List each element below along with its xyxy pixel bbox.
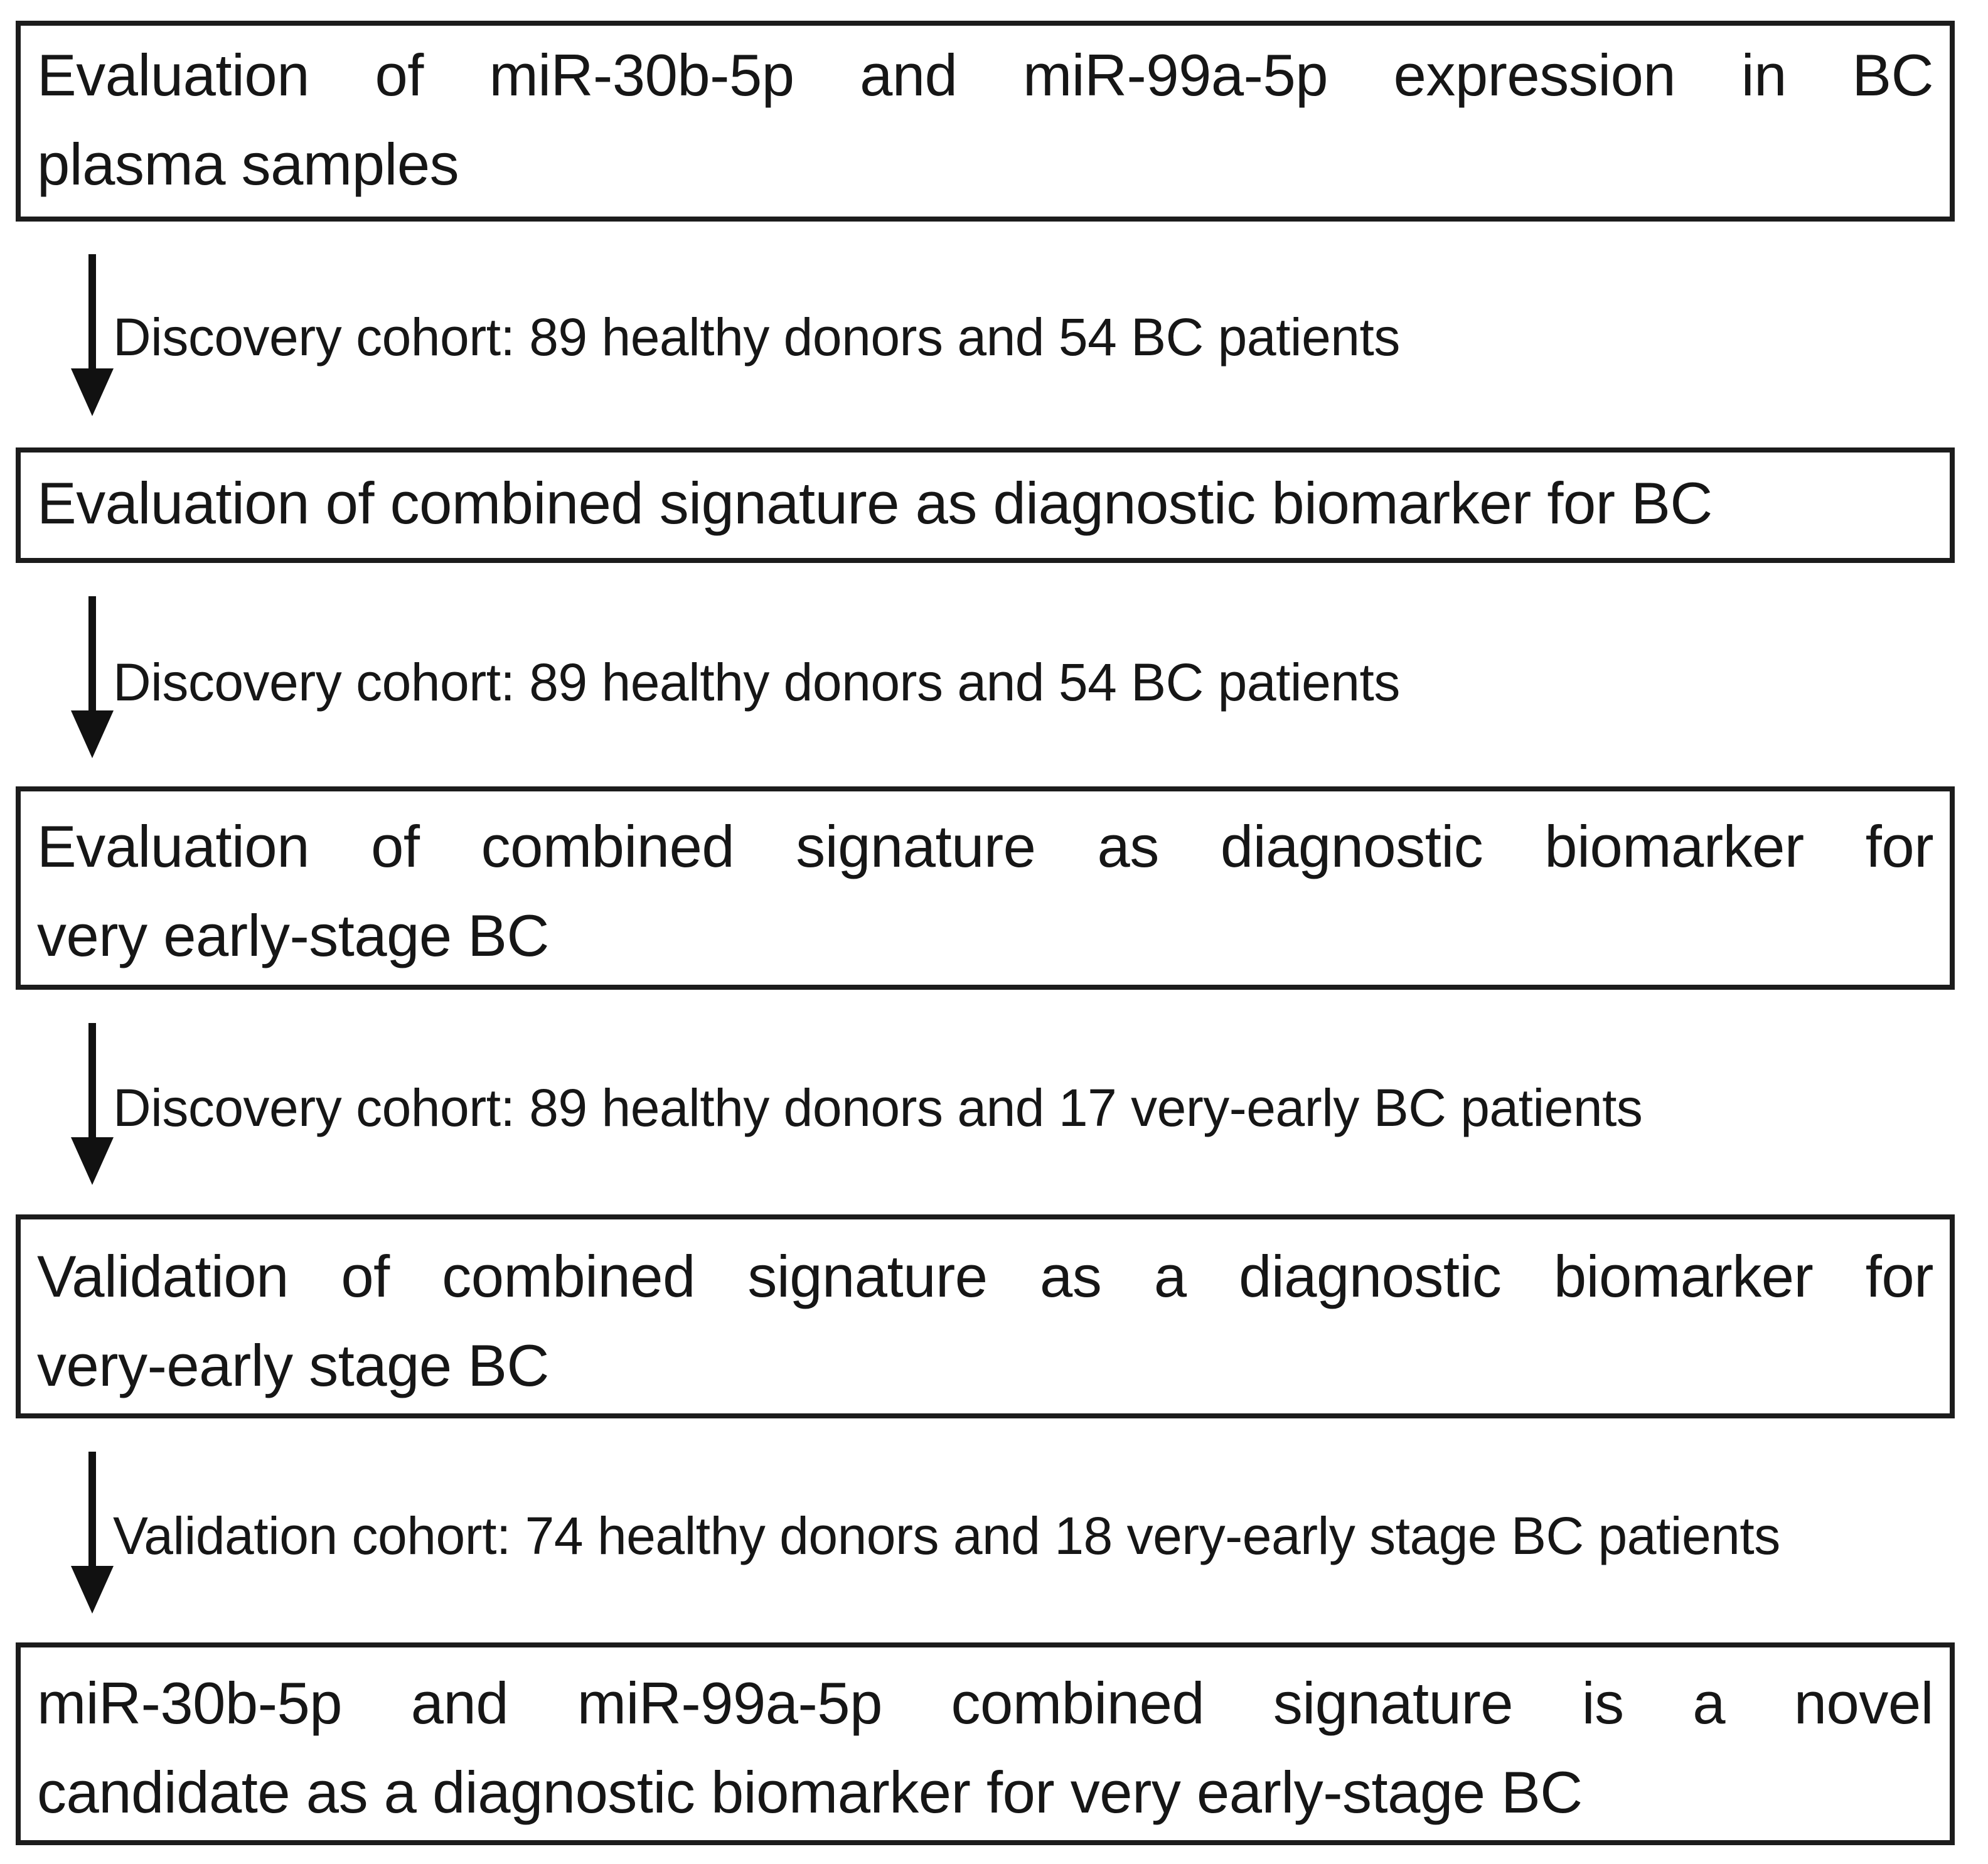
flow-box-expression-evaluation: Evaluation of miR-30b-5p and miR-99a-5p … (16, 21, 1955, 222)
arrow-label-discovery-cohort-3: Discovery cohort: 89 healthy donors and … (113, 1078, 1643, 1137)
arrow-label-validation-cohort: Validation cohort: 74 healthy donors and… (113, 1506, 1780, 1565)
down-arrow-icon (71, 1452, 114, 1614)
flow-box-conclusion: miR-30b-5p and miR-99a-5p combined signa… (16, 1642, 1955, 1845)
arrow-label-discovery-cohort-2: Discovery cohort: 89 healthy donors and … (113, 653, 1400, 712)
box-text-line: plasma samples (37, 131, 459, 197)
box-text-line: Validation of combined signature as a di… (37, 1243, 1934, 1309)
flow-box-validation-very-early-bc: Validation of combined signature as a di… (16, 1214, 1955, 1418)
box-text-line: Evaluation of combined signature as diag… (37, 470, 1713, 536)
box-text-line: very early-stage BC (37, 903, 549, 968)
down-arrow-icon (71, 1023, 114, 1185)
flow-box-combined-signature-very-early-bc: Evaluation of combined signature as diag… (16, 786, 1955, 990)
flow-box-combined-signature-bc: Evaluation of combined signature as diag… (16, 447, 1955, 563)
box-text-line: miR-30b-5p and miR-99a-5p combined signa… (37, 1670, 1934, 1736)
box-text-line: Evaluation of miR-30b-5p and miR-99a-5p … (37, 42, 1934, 108)
down-arrow-icon (71, 254, 114, 416)
box-text-line: very-early stage BC (37, 1332, 549, 1398)
box-text-line: Evaluation of combined signature as diag… (37, 813, 1934, 879)
box-text-line: candidate as a diagnostic biomarker for … (37, 1759, 1583, 1825)
down-arrow-icon (71, 596, 114, 758)
arrow-label-discovery-cohort-1: Discovery cohort: 89 healthy donors and … (113, 308, 1400, 367)
